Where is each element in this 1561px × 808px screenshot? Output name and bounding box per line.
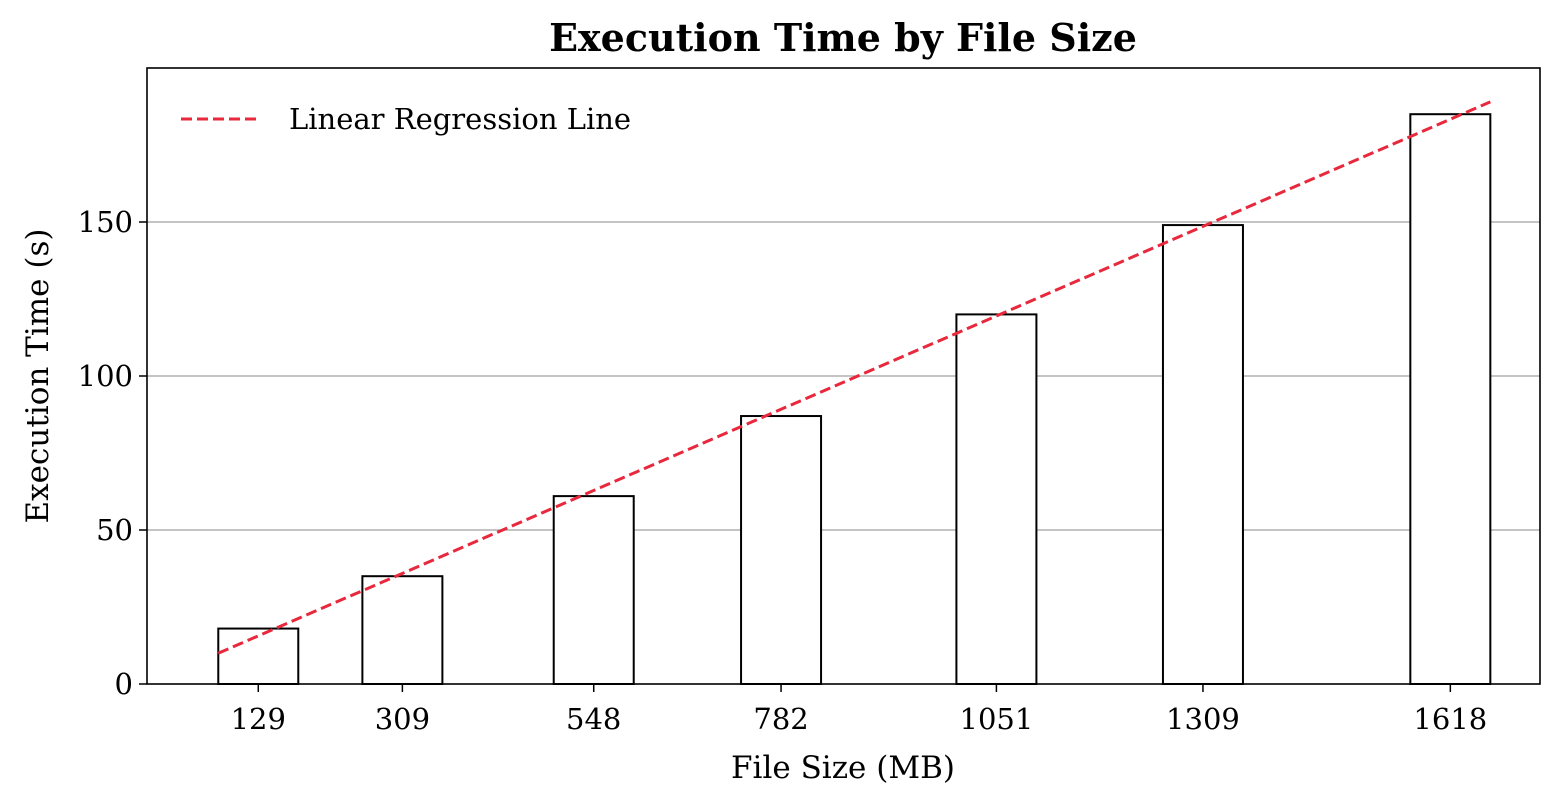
bar-1309: [1161, 224, 1244, 686]
x-tick-label-548: 548: [566, 702, 621, 736]
x-tick-label-1051: 1051: [960, 702, 1034, 736]
y-axis-ticks: 0 50 100 150: [78, 205, 147, 701]
y-tick-label-50: 50: [96, 513, 133, 547]
y-tick-label-100: 100: [78, 359, 133, 393]
x-tick-label-129: 129: [231, 702, 286, 736]
x-tick-label-1618: 1618: [1413, 702, 1487, 736]
legend-label: Linear Regression Line: [289, 102, 631, 136]
regression-line: [217, 100, 1491, 655]
y-axis-label: Execution Time (s): [20, 229, 56, 524]
bar-129: [217, 627, 300, 685]
grid-lines: [147, 221, 1540, 531]
bars: [217, 113, 1492, 686]
bar-548: [552, 495, 635, 685]
y-tick-label-0: 0: [115, 667, 133, 701]
x-axis-label: File Size (MB): [731, 750, 955, 786]
chart-title: Execution Time by File Size: [549, 15, 1137, 60]
bar-1051: [955, 313, 1038, 685]
legend: Linear Regression Line: [181, 102, 631, 136]
y-tick-label-150: 150: [78, 205, 133, 239]
bar-782: [740, 415, 823, 685]
x-tick-label-309: 309: [375, 702, 430, 736]
x-tick-label-782: 782: [753, 702, 808, 736]
bar-1618: [1409, 113, 1492, 685]
bar-309: [361, 575, 444, 686]
x-axis-ticks: 129 309 548 782 1051 1309 1618: [231, 684, 1487, 736]
x-tick-label-1309: 1309: [1166, 702, 1240, 736]
